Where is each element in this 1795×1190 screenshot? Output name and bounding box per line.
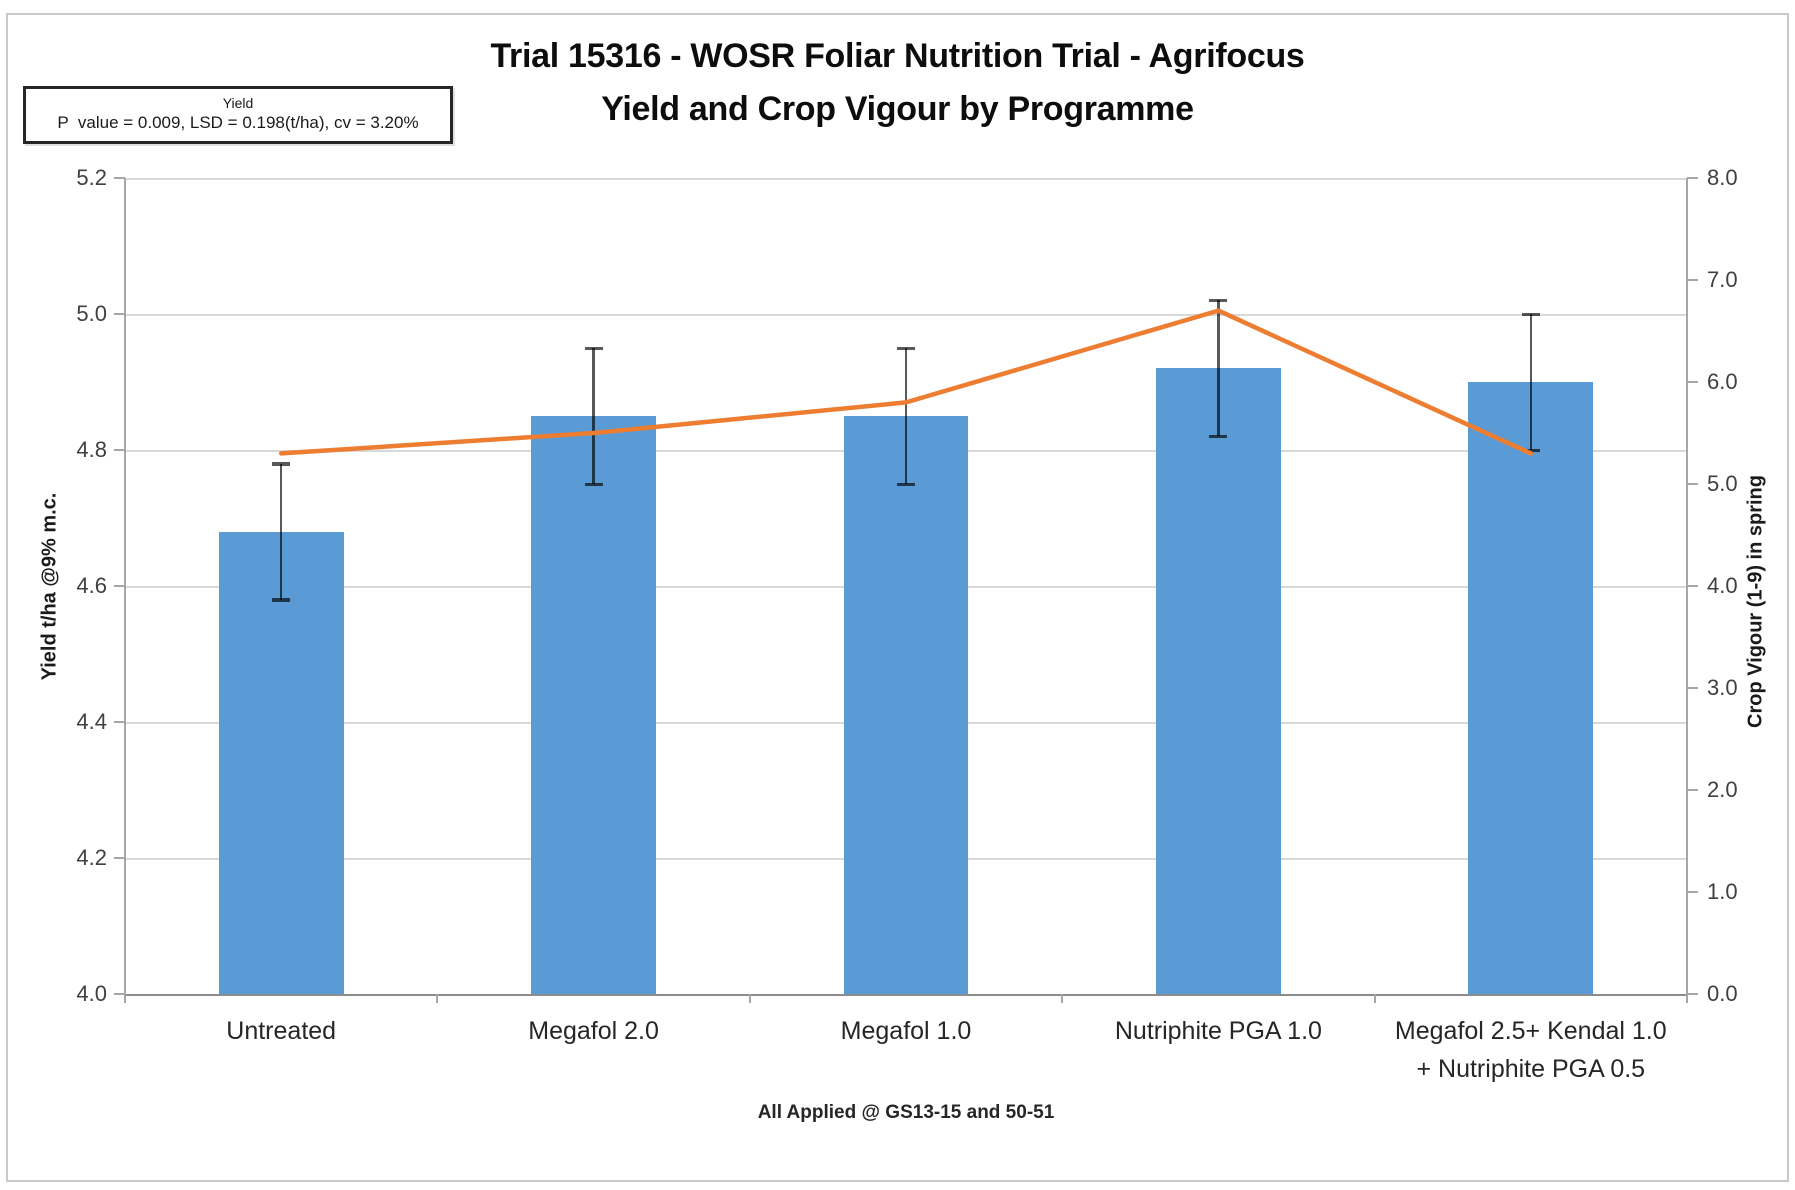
right-axis-tick-label: 4.0 — [1707, 573, 1738, 598]
category-label-3: Nutriphite PGA 1.0 — [1114, 1017, 1322, 1045]
left-axis-tick-label: 4.0 — [76, 981, 107, 1006]
error-bar — [1529, 314, 1533, 450]
line-series-svg — [278, 308, 1534, 456]
right-axis-tick-label: 2.0 — [1707, 777, 1738, 802]
left-axis-tick-label: 5.2 — [76, 165, 107, 190]
right-axis-tick-label: 0.0 — [1707, 981, 1738, 1006]
x-axis-caption: All Applied @ GS13-15 and 50-51 — [757, 1102, 1055, 1123]
category-label-2: Megafol 1.0 — [840, 1017, 972, 1045]
error-bar-top-cap — [1521, 312, 1540, 316]
crop-vigour-line — [278, 308, 1534, 456]
x-axis-tick — [436, 994, 439, 1003]
left-axis-tick — [114, 313, 125, 315]
right-axis-tick-label: 6.0 — [1707, 369, 1738, 394]
category-label-1: Megafol 2.0 — [528, 1017, 659, 1045]
left-axis-tick-label: 5.0 — [76, 301, 107, 326]
right-axis-tick — [1687, 585, 1698, 587]
right-axis-line — [1686, 178, 1688, 1002]
x-axis-tick — [1061, 994, 1064, 1003]
error-bar-bottom-cap — [272, 598, 291, 602]
error-bar-bottom-cap — [1209, 434, 1228, 439]
error-bar-bottom-cap — [897, 482, 915, 486]
yield-bar-2 — [843, 416, 969, 994]
x-axis-line — [125, 994, 1687, 996]
error-bar-top-cap — [1209, 298, 1228, 303]
chart-title: Trial 15316 - WOSR Foliar Nutrition Tria… — [0, 30, 1795, 136]
left-axis-tick — [114, 857, 125, 859]
right-axis-tick — [1687, 279, 1698, 281]
right-axis-tick-label: 3.0 — [1707, 675, 1738, 700]
yield-bar-0 — [218, 531, 344, 994]
left-axis-tick-label: 4.8 — [76, 437, 107, 462]
stats-box-values: P value = 0.009, LSD = 0.198(t/ha), cv =… — [57, 113, 419, 132]
left-axis-tick — [114, 721, 125, 723]
plot-area: 5.2 5.0 4.8 4.6 4.4 4.2 4.0 8.0 7.0 6.0 5.0 4.0 3.0 2… — [76, 167, 1737, 1005]
right-axis-tick — [1687, 483, 1698, 485]
error-bar-bottom-cap — [1521, 448, 1540, 452]
error-bar-top-cap — [584, 346, 603, 350]
stats-box-title: Yield — [222, 95, 254, 111]
right-axis-tick — [1687, 177, 1698, 179]
right-axis-tick-label: 7.0 — [1707, 267, 1738, 292]
yield-bar-4 — [1468, 382, 1594, 994]
error-bar-top-cap — [272, 462, 291, 466]
chart-title-line1: Trial 15316 - WOSR Foliar Nutrition Tria… — [490, 37, 1305, 75]
right-axis-tick-label: 8.0 — [1707, 165, 1738, 190]
gridline — [125, 178, 1687, 180]
left-axis-tick-label: 4.6 — [76, 573, 107, 598]
left-axis-tick-label: 4.4 — [76, 709, 107, 734]
error-bar-bottom-cap — [584, 482, 603, 486]
right-axis-tick — [1687, 687, 1698, 689]
gridline — [125, 314, 1687, 316]
x-axis-tick — [1373, 994, 1376, 1003]
left-axis-tick-label: 4.2 — [76, 845, 107, 870]
error-bar — [904, 348, 908, 484]
yield-bar-3 — [1155, 368, 1281, 994]
right-axis-tick — [1687, 381, 1698, 383]
chart-frame-border — [6, 13, 1789, 1182]
error-bar-top-cap — [897, 346, 915, 350]
right-axis-tick — [1687, 789, 1698, 791]
category-label-0: Untreated — [226, 1017, 337, 1045]
error-bar — [279, 463, 283, 600]
x-axis-tick — [748, 994, 751, 1003]
left-axis-tick — [114, 993, 125, 995]
right-axis-tick — [1687, 891, 1698, 893]
category-label-4: Megafol 2.5+ Kendal 1.0 + Nutriphite PGA… — [1394, 1017, 1667, 1083]
left-axis-tick — [114, 177, 125, 179]
error-bar — [592, 348, 595, 484]
yield-bar-1 — [531, 416, 657, 994]
chart-title-line2: Yield and Crop Vigour by Programme — [601, 90, 1194, 128]
yield-stats-annotation: Yield P value = 0.009, LSD = 0.198(t/ha)… — [23, 86, 453, 144]
right-axis-tick-label: 5.0 — [1707, 471, 1738, 496]
left-axis-line — [124, 178, 126, 1002]
error-bar — [1217, 300, 1220, 437]
left-axis-tick — [114, 449, 125, 451]
right-axis-title: Crop Vigour (1-9) in spring — [1744, 475, 1767, 728]
right-axis-tick-label: 1.0 — [1707, 879, 1738, 904]
right-axis-tick — [1687, 993, 1698, 995]
left-axis-tick — [114, 585, 125, 587]
